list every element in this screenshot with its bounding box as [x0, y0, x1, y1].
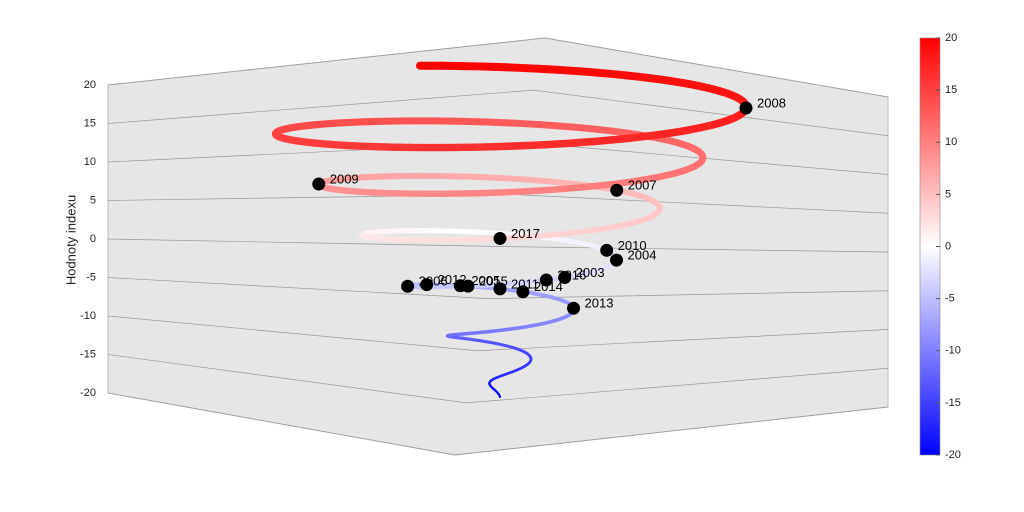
- year-point: [600, 243, 614, 257]
- colorbar-tick-label: 5: [945, 188, 951, 200]
- year-point: [558, 271, 572, 285]
- z-tick-label: 5: [90, 194, 96, 206]
- z-tick-label: 20: [84, 79, 96, 91]
- grid-line: [107, 315, 889, 352]
- year-point: [567, 301, 581, 315]
- year-label: 2004: [628, 248, 657, 263]
- year-point: [539, 273, 553, 287]
- year-point: [739, 101, 753, 115]
- colorbar-tick-label: 15: [945, 84, 957, 96]
- year-label: 2016: [557, 267, 586, 282]
- colorbar-tick-label: 10: [945, 136, 957, 148]
- year-point: [493, 282, 507, 296]
- colorbar-tick-label: -5: [945, 293, 955, 305]
- colorbar-tick-label: -10: [945, 345, 961, 357]
- year-label: 2010: [618, 238, 647, 253]
- grid-line: [107, 277, 889, 299]
- z-tick-label: 0: [90, 233, 96, 245]
- year-point: [516, 285, 530, 299]
- grid-line: [107, 37, 889, 98]
- year-label: 2014: [534, 279, 563, 294]
- z-tick-label: -10: [80, 310, 96, 322]
- z-tick-label: -20: [80, 387, 96, 399]
- year-point: [312, 177, 326, 191]
- colorbar-tick-label: 20: [945, 32, 957, 44]
- year-point: [493, 231, 507, 245]
- year-point: [610, 253, 624, 267]
- grid-line: [107, 89, 889, 137]
- year-label: 2007: [628, 178, 657, 193]
- year-label: 2013: [585, 296, 614, 311]
- year-point: [610, 183, 624, 197]
- grid-line: [107, 354, 889, 404]
- colorbar-tick-label: -15: [945, 397, 961, 409]
- z-axis-label: Hodnoty indexu: [63, 195, 78, 285]
- year-point: [401, 279, 415, 293]
- year-label: 2008: [757, 95, 786, 110]
- year-label: 2017: [511, 226, 540, 241]
- z-tick-label: -5: [86, 271, 96, 283]
- z-tick-label: -15: [80, 348, 96, 360]
- year-label: 2003: [576, 265, 605, 280]
- year-point: [453, 279, 467, 293]
- colorbar-tick-label: 0: [945, 240, 951, 252]
- z-tick-label: 10: [84, 156, 96, 168]
- year-label: 2009: [330, 171, 359, 186]
- z-tick-label: 15: [84, 117, 96, 129]
- colorbar-tick-label: -20: [945, 449, 961, 461]
- year-point: [420, 278, 434, 292]
- year-label: 2005: [471, 273, 500, 288]
- grid-line: [107, 238, 889, 253]
- grid-line: [107, 392, 889, 456]
